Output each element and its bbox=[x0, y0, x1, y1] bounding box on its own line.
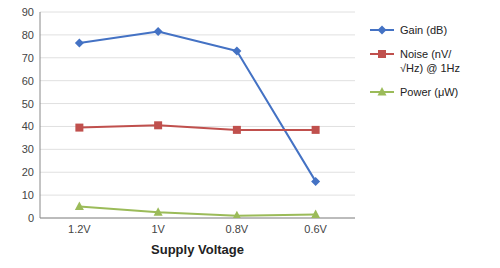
y-tick-label: 70 bbox=[22, 52, 34, 64]
point bbox=[312, 126, 320, 134]
series-line bbox=[79, 125, 315, 130]
grid-line bbox=[40, 57, 355, 58]
legend-label: √Hz) @ 1Hz bbox=[400, 62, 460, 74]
point bbox=[154, 27, 163, 36]
grid-line bbox=[40, 34, 355, 35]
legend-marker bbox=[378, 26, 387, 35]
grid-line bbox=[40, 195, 355, 196]
legend: Gain (dB) Noise (nV/ √Hz) @ 1Hz Power (μW) bbox=[370, 24, 460, 98]
x-axis-line bbox=[40, 218, 355, 219]
y-tick-label: 10 bbox=[22, 189, 34, 201]
grid-line bbox=[40, 80, 355, 81]
point bbox=[232, 46, 241, 55]
point bbox=[311, 210, 320, 218]
point bbox=[233, 126, 241, 134]
y-tick-label: 30 bbox=[22, 143, 34, 155]
x-tick-label: 0.8V bbox=[226, 223, 249, 235]
y-tick-label: 20 bbox=[22, 166, 34, 178]
plot-area bbox=[75, 27, 320, 218]
legend-label: Power (μW) bbox=[400, 86, 458, 98]
y-axis-line bbox=[40, 12, 41, 218]
grid-line bbox=[40, 218, 355, 219]
legend-label: Gain (dB) bbox=[400, 24, 447, 36]
y-tick-label: 40 bbox=[22, 120, 34, 132]
legend-marker bbox=[378, 87, 387, 96]
legend-marker bbox=[378, 50, 386, 58]
point bbox=[154, 207, 163, 216]
x-tick-label: 0.6V bbox=[304, 223, 327, 235]
grid-line bbox=[40, 103, 355, 104]
point bbox=[75, 38, 84, 47]
point bbox=[232, 211, 241, 218]
x-tick-label: 1V bbox=[151, 223, 165, 235]
x-tick-label: 1.2V bbox=[68, 223, 91, 235]
point bbox=[75, 202, 84, 211]
chart: 0 10 20 30 40 50 60 70 80 90 1.2V 1V 0.8V 0.6V Supply … bbox=[0, 0, 500, 268]
y-tick-label: 0 bbox=[28, 212, 34, 224]
y-tick-label: 60 bbox=[22, 75, 34, 87]
series-line bbox=[79, 31, 315, 181]
y-tick-label: 50 bbox=[22, 98, 34, 110]
series-line bbox=[79, 207, 315, 216]
grid-line bbox=[40, 149, 355, 150]
y-tick-label: 80 bbox=[22, 29, 34, 41]
y-grid bbox=[40, 12, 355, 218]
grid-line bbox=[40, 12, 355, 13]
x-axis-label: Supply Voltage bbox=[151, 242, 244, 257]
y-tick-label: 90 bbox=[22, 6, 34, 18]
point bbox=[75, 124, 83, 132]
point bbox=[311, 177, 320, 186]
point bbox=[154, 121, 162, 129]
legend-label: Noise (nV/ bbox=[400, 48, 452, 60]
grid-line bbox=[40, 172, 355, 173]
